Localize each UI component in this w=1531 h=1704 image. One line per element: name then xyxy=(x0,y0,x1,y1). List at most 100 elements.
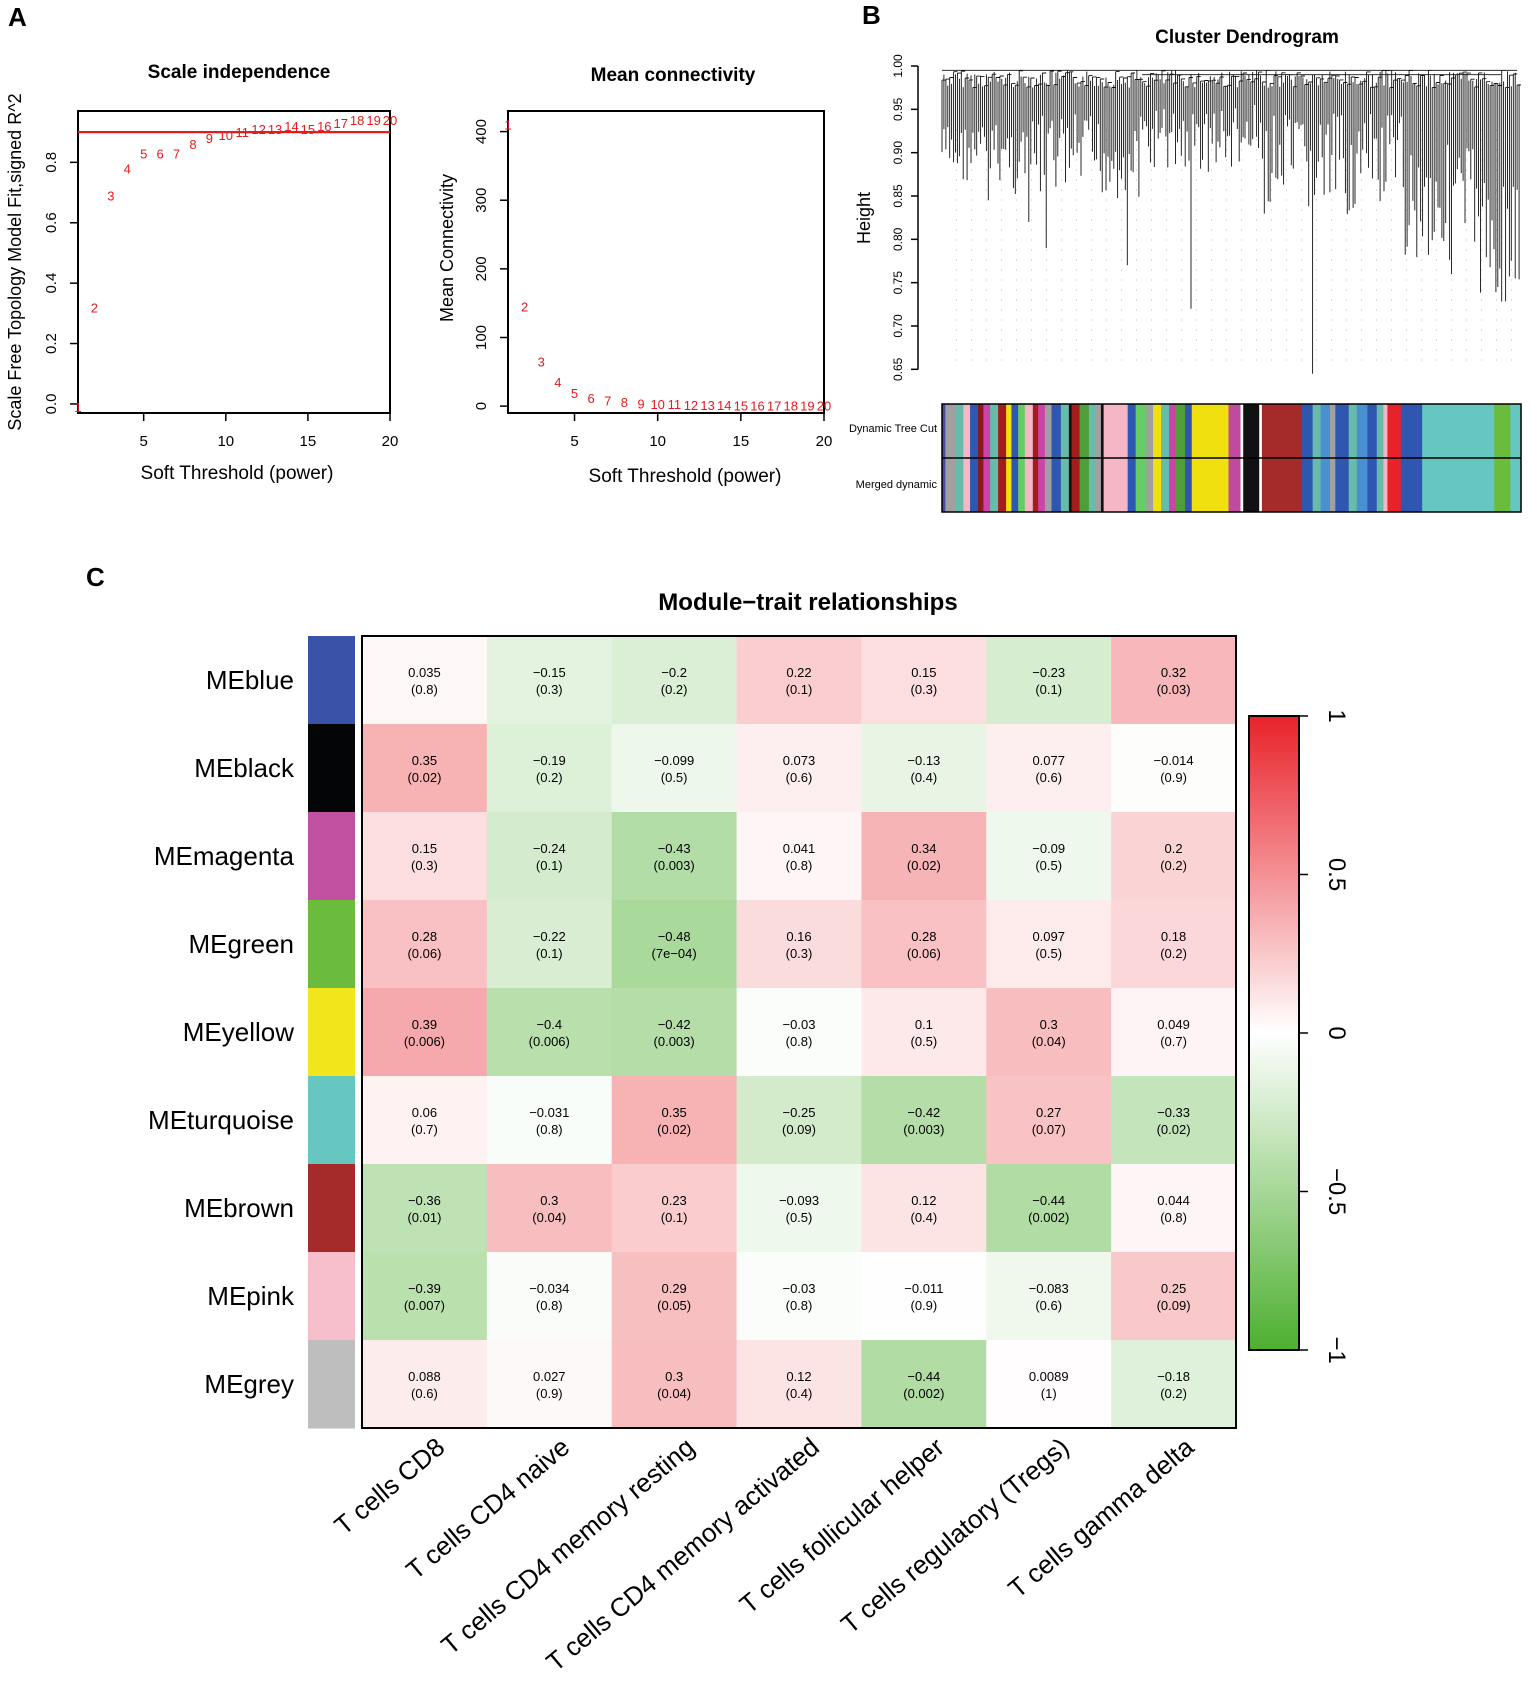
point-label: 18 xyxy=(350,113,364,128)
cell-pvalue: (0.4) xyxy=(910,770,937,785)
cell-value: 0.3 xyxy=(1040,1017,1058,1032)
point-label: 10 xyxy=(219,128,233,143)
cell-value: −0.33 xyxy=(1157,1105,1190,1120)
cell-pvalue: (0.5) xyxy=(1035,858,1062,873)
cell-value: 0.0089 xyxy=(1029,1369,1069,1384)
module-color-block xyxy=(1006,404,1012,458)
heatmap-cell xyxy=(362,1164,487,1253)
cell-value: 0.097 xyxy=(1032,929,1065,944)
module-color-block xyxy=(1161,458,1170,512)
module-color-block xyxy=(1153,458,1162,512)
heatmap-cell xyxy=(737,900,862,989)
x-tick-label: 10 xyxy=(217,433,234,450)
point-label: 4 xyxy=(554,375,561,390)
heatmap-cell xyxy=(986,1164,1111,1253)
cell-value: −0.03 xyxy=(783,1281,816,1296)
module-color-swatch xyxy=(308,812,355,901)
module-color-block xyxy=(945,458,956,512)
cell-value: 0.39 xyxy=(412,1017,437,1032)
cell-value: −0.093 xyxy=(779,1193,819,1208)
row-label: MEyellow xyxy=(183,1017,294,1047)
cell-pvalue: (0.003) xyxy=(654,1034,695,1049)
heatmap-cell xyxy=(1111,724,1236,813)
cell-pvalue: (0.8) xyxy=(536,1122,563,1137)
module-color-block xyxy=(1052,458,1062,512)
cell-value: 0.12 xyxy=(911,1193,936,1208)
module-color-block xyxy=(1494,458,1511,512)
cell-pvalue: (0.6) xyxy=(1035,1298,1062,1313)
module-color-block xyxy=(1335,458,1349,512)
heatmap-cell xyxy=(861,988,986,1077)
point-label: 10 xyxy=(650,397,664,412)
module-color-block xyxy=(1176,458,1186,512)
module-color-block xyxy=(963,458,970,512)
cell-value: 0.073 xyxy=(783,753,816,768)
chart-title: Mean connectivity xyxy=(591,65,756,86)
heatmap-cell xyxy=(1111,1340,1236,1429)
module-color-block xyxy=(970,404,979,458)
figure: A B C Scale independence 5 10 15 20 0.00.20… xyxy=(0,0,1531,1704)
heatmap-cell xyxy=(737,636,862,725)
heatmap-cell xyxy=(362,1252,487,1341)
module-color-block xyxy=(1383,458,1388,512)
point-label: 12 xyxy=(251,122,265,137)
cell-pvalue: (0.2) xyxy=(661,682,688,697)
module-color-block xyxy=(1349,404,1358,458)
heatmap-cell xyxy=(861,1164,986,1253)
module-color-block xyxy=(1357,404,1368,458)
module-color-block xyxy=(955,458,964,512)
y-tick-label: 0.2 xyxy=(43,333,60,354)
point-label: 5 xyxy=(140,146,147,161)
heatmap-cell xyxy=(487,724,612,813)
point-label: 18 xyxy=(784,398,798,413)
cell-pvalue: (0.02) xyxy=(1157,1122,1191,1137)
cell-pvalue: (0.3) xyxy=(536,682,563,697)
heatmap-cell xyxy=(737,1340,862,1429)
heatmap-cell xyxy=(986,1252,1111,1341)
heatmap-cell xyxy=(612,1252,737,1341)
point-label: 9 xyxy=(206,131,213,146)
cell-pvalue: (0.07) xyxy=(1032,1122,1066,1137)
heatmap-cell xyxy=(1111,900,1236,989)
heatmap-cell xyxy=(861,1340,986,1429)
heatmap-cell xyxy=(612,636,737,725)
module-color-block xyxy=(1185,458,1192,512)
cell-pvalue: (0.06) xyxy=(407,946,441,961)
heatmap-cell xyxy=(612,1340,737,1429)
module-color-block xyxy=(955,404,964,458)
y-tick-label: 0.8 xyxy=(43,152,60,173)
module-color-block xyxy=(1185,404,1192,458)
module-color-block xyxy=(1243,404,1260,458)
module-color-block xyxy=(1072,404,1081,458)
cell-pvalue: (0.6) xyxy=(411,1386,438,1401)
cell-value: 0.18 xyxy=(1161,929,1186,944)
x-tick-label: 20 xyxy=(382,433,399,450)
heatmap-cell xyxy=(612,724,737,813)
row-label: MEblue xyxy=(206,665,294,695)
module-color-block xyxy=(1302,404,1313,458)
module-color-block xyxy=(1228,404,1241,458)
heatmap-cell xyxy=(1111,988,1236,1077)
cell-value: −0.03 xyxy=(783,1017,816,1032)
cell-pvalue: (0.5) xyxy=(786,1210,813,1225)
cell-value: −0.23 xyxy=(1032,665,1065,680)
cell-value: 0.06 xyxy=(412,1105,437,1120)
cell-value: 0.027 xyxy=(533,1369,566,1384)
cell-value: −0.2 xyxy=(661,665,687,680)
cell-value: 0.16 xyxy=(786,929,811,944)
cell-value: 0.35 xyxy=(412,753,437,768)
module-color-block xyxy=(1243,458,1260,512)
module-color-block xyxy=(1335,404,1349,458)
point-label: 19 xyxy=(800,398,814,413)
heatmap-cell xyxy=(487,900,612,989)
module-color-block xyxy=(1387,404,1401,458)
cell-value: 0.28 xyxy=(911,929,936,944)
module-color-block xyxy=(1128,404,1137,458)
heatmap-cell xyxy=(362,1076,487,1165)
cell-value: −0.42 xyxy=(658,1017,691,1032)
point-label: 8 xyxy=(189,137,196,152)
y-tick-label: 0 xyxy=(473,402,490,410)
module-color-block xyxy=(1045,404,1052,458)
module-color-block xyxy=(978,404,984,458)
point-label: 20 xyxy=(817,398,831,413)
